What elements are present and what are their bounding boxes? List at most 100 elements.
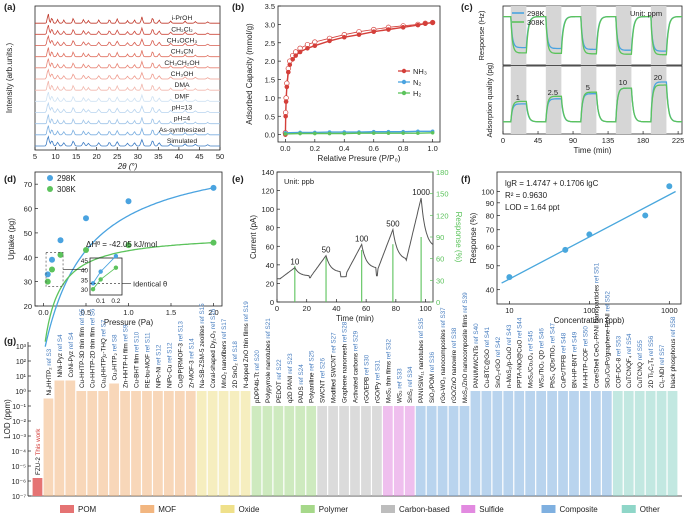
inset-y-tick-label: 35 — [81, 277, 89, 284]
current-trace — [277, 197, 434, 280]
x-tick-label: 0.4 — [339, 144, 349, 153]
lod-bar — [448, 406, 459, 496]
x-tick-label: 0.2 — [310, 144, 320, 153]
y-tick-label: 10⁻⁷ — [12, 494, 26, 501]
lod-bar — [525, 391, 536, 496]
qcm-curve — [503, 15, 682, 56]
bar-label: Zr-MOF-3 ref S14 — [188, 338, 195, 388]
legend-marker — [47, 186, 53, 192]
lod-bar — [667, 391, 678, 496]
bar-label: Cl₂-NDI ref S57 — [659, 344, 666, 388]
y-tick-label: 10⁻¹ — [12, 404, 26, 411]
xrd-pattern-9 — [35, 114, 220, 125]
x-tick-label: 10 — [505, 306, 513, 315]
x-tick-label: 15 — [72, 152, 80, 161]
bar-label: PbS₄ QDs/TiO₂ ref S47 — [550, 323, 557, 388]
xrd-pattern-11 — [35, 135, 220, 147]
bar-label: M-HHTP-COF ref S50 — [582, 326, 589, 388]
inset-point — [113, 265, 119, 270]
lod-bar — [76, 391, 87, 496]
xrd-series-label: As-synthesized — [159, 127, 205, 134]
x-tick-label: 90 — [569, 136, 577, 145]
y-tick-label: 40 — [486, 286, 494, 295]
lod-bar — [426, 406, 437, 496]
y-tick-label: 10⁻⁴ — [12, 449, 27, 456]
isotherm-point — [371, 29, 377, 35]
bar-label: SiO₂/POM ref S36 — [429, 351, 436, 403]
inset-y-tick-label: 40 — [81, 268, 89, 275]
fit-point — [506, 274, 513, 281]
bar-ref-label: ref S8 — [112, 334, 119, 351]
lod-bar — [481, 391, 492, 496]
x-axis-label: Relative Presure (P/P₀) — [318, 154, 401, 163]
bar-label: SiO₂/CuPc/graphene-PANI ref S52 — [604, 291, 611, 388]
isotherm-point — [327, 131, 332, 136]
xrd-pattern-0 — [35, 13, 220, 24]
y-tick-label: 120 — [261, 187, 274, 196]
lod-bar — [536, 391, 547, 496]
isotherm-point — [422, 21, 428, 26]
lod-bar — [437, 406, 448, 496]
isotherm-point — [371, 131, 376, 135]
fit-point — [642, 212, 649, 219]
lod-bar — [120, 391, 130, 496]
legend-label: 298K — [57, 174, 76, 183]
bar-ref-label: ref S12 — [166, 342, 173, 363]
x-tick-label: 0.5 — [81, 308, 91, 317]
bar-ref-label: ref S36 — [429, 351, 436, 372]
x-tick-label: 135 — [602, 136, 615, 145]
y-right-tick-label: 150 — [436, 190, 449, 199]
fit-point — [586, 231, 593, 238]
lod-bar — [645, 391, 656, 496]
lod-bar — [131, 391, 141, 496]
bar-label: PANI/SiW₁₁ nanotubes ref S35 — [418, 318, 425, 403]
gas-exposure-band — [580, 6, 597, 65]
legend-label: 298K — [527, 9, 545, 18]
isotherm-point — [401, 131, 405, 135]
concentration-label: 1 — [516, 93, 520, 102]
qcm-curve — [503, 84, 682, 123]
x-tick-label: 60 — [362, 304, 370, 313]
legend-label: Polymer — [319, 505, 349, 514]
x-tick-label: 2.0 — [208, 308, 218, 317]
bar-ref-label: ref S18 — [232, 341, 239, 362]
inset-point — [90, 281, 96, 286]
bar-label: rGO/Py ref S31 — [374, 359, 381, 403]
isotherm-point — [342, 131, 347, 136]
y-axis-label: Adsorbed Capacity (mmol/g) — [245, 23, 254, 125]
bar-label: 2D SnO₂ ref S18 — [232, 341, 239, 388]
bar-ref-label: ref S55 — [637, 340, 644, 361]
isotherm-point — [290, 56, 296, 62]
xrd-series-label: pH=4 — [174, 116, 191, 123]
concentration-label: 20 — [654, 73, 662, 82]
bar-ref-label: This work — [35, 428, 42, 456]
bar-ref-label: ref S6 — [90, 308, 97, 325]
lod-bar — [43, 398, 54, 496]
x-tick-label: 100 — [583, 306, 596, 315]
bar-label: BN-HP-BNT ref S49 — [571, 331, 578, 388]
bar-label: n-MoS₂/p-CuO ref S43 — [506, 324, 513, 388]
gas-exposure-band — [510, 66, 527, 134]
x-tick-label: 0.0 — [280, 144, 290, 153]
lod-bar — [404, 406, 415, 496]
bar-ref-label: ref S47 — [550, 323, 557, 344]
lod-bar — [284, 406, 295, 496]
lod-bar — [547, 391, 557, 496]
bar-label: CuTCNQ ref S55 — [637, 340, 644, 388]
lod-bar — [415, 406, 426, 496]
bar-label: pDPP4ti-Tt ref S20 — [254, 350, 261, 403]
isotherm-point — [416, 131, 420, 135]
inset-x-tick-label: 0.1 — [96, 298, 105, 305]
bar-label: Cu-HHTP-3D thin film ref S5 — [79, 308, 86, 388]
x-tick-label: 1.0 — [427, 144, 437, 153]
lod-bar — [251, 406, 262, 496]
legend-marker — [401, 79, 407, 85]
concentration-label: 2.5 — [548, 88, 558, 97]
y-axis-label: Response (Hz) — [477, 10, 486, 61]
legend-label: NH₃ — [413, 67, 427, 76]
lod-bar — [317, 406, 328, 496]
lod-bar — [65, 380, 76, 496]
isotherm-point — [283, 113, 288, 119]
bar-label: 2D Ti₃C₂Tₓ ref S56 — [648, 335, 655, 388]
